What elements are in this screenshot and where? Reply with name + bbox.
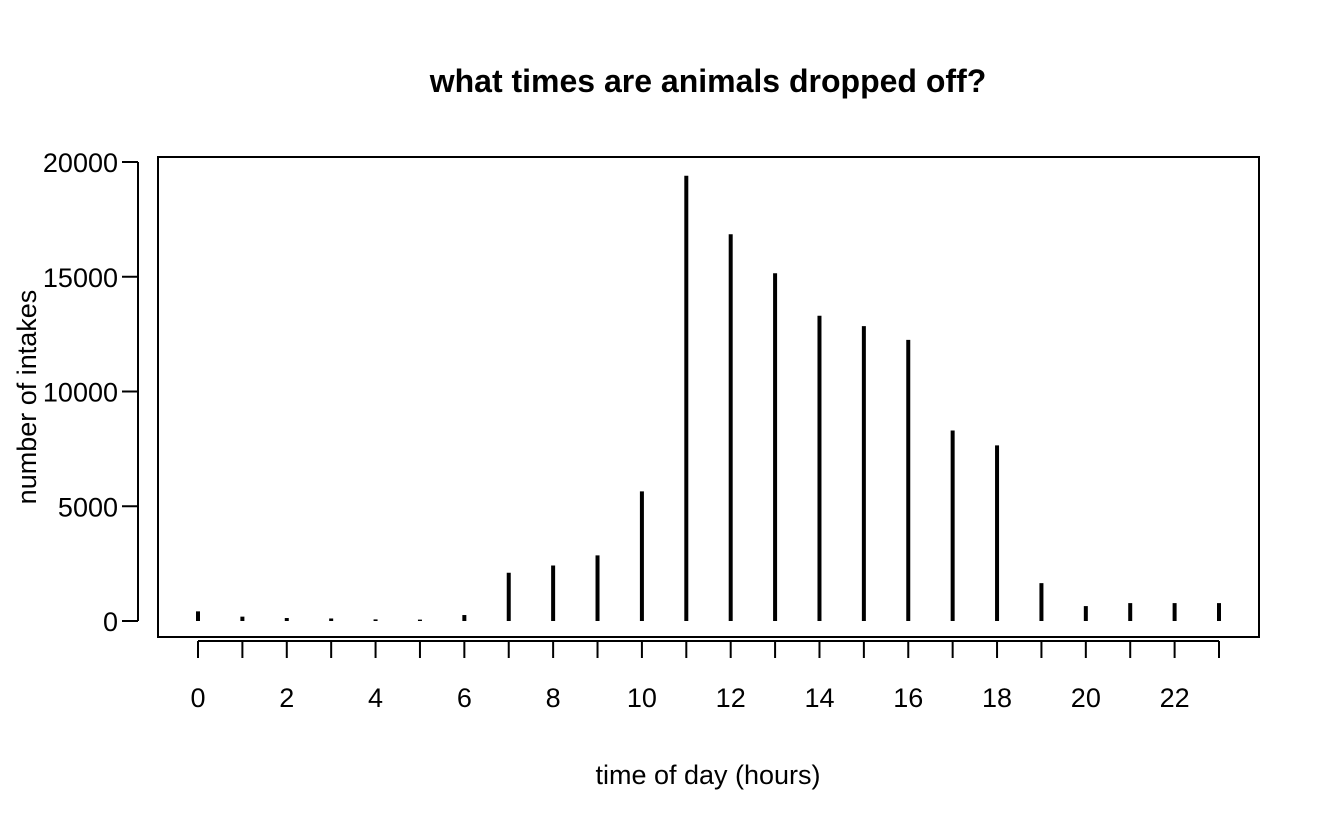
x-tick-label: 8	[546, 683, 561, 713]
chart-title: what times are animals dropped off?	[429, 63, 987, 99]
plot-frame	[157, 156, 1260, 638]
x-axis: 0 2 4 6 8 10 12 14 16 18 20 22	[190, 640, 1220, 713]
y-tick-label: 10000	[43, 378, 118, 408]
x-tick-label: 16	[893, 683, 923, 713]
x-tick-label: 12	[716, 683, 746, 713]
bars	[196, 175, 1221, 621]
y-tick-label: 5000	[58, 492, 118, 522]
y-tick-label: 0	[103, 607, 118, 637]
x-tick-label: 2	[279, 683, 294, 713]
x-tick-label: 6	[457, 683, 472, 713]
x-tick-label: 10	[627, 683, 657, 713]
x-tick-label: 14	[804, 683, 834, 713]
x-tick-label: 18	[982, 683, 1012, 713]
x-tick-label: 4	[368, 683, 383, 713]
y-tick-label: 20000	[43, 148, 118, 178]
x-tick-label: 22	[1160, 683, 1190, 713]
y-axis-label: number of intakes	[12, 290, 42, 505]
x-tick-label: 0	[190, 683, 205, 713]
x-axis-label: time of day (hours)	[595, 760, 820, 790]
y-axis: 0 5000 10000 15000 20000	[43, 148, 139, 637]
x-tick-label: 20	[1071, 683, 1101, 713]
y-tick-label: 15000	[43, 263, 118, 293]
